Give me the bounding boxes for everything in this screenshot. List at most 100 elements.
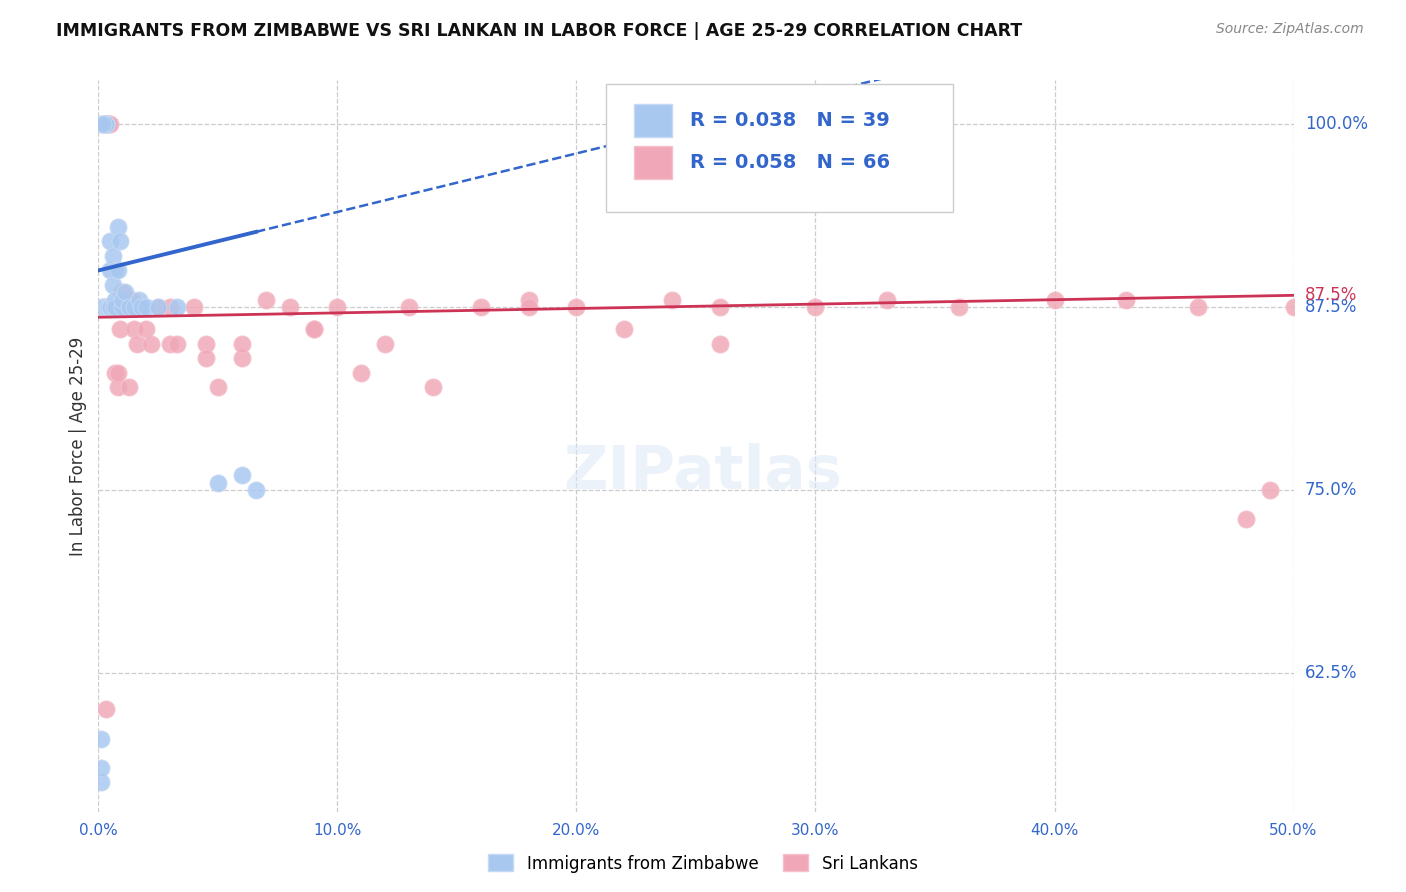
Point	[94, 117, 117, 131]
Point	[91, 117, 114, 131]
Point	[111, 285, 134, 300]
Point	[470, 300, 492, 314]
Point	[104, 293, 127, 307]
Point	[98, 300, 122, 314]
Point	[94, 300, 117, 314]
Point	[94, 117, 117, 131]
Point	[302, 322, 325, 336]
Text: 30.0%: 30.0%	[792, 822, 839, 838]
Point	[1234, 512, 1257, 526]
Point	[125, 336, 148, 351]
Point	[1258, 483, 1281, 497]
Point	[948, 300, 970, 314]
Point	[91, 300, 114, 314]
Point	[517, 300, 540, 314]
Text: ZIPatlas: ZIPatlas	[564, 443, 842, 502]
Point	[91, 300, 114, 314]
Point	[94, 117, 117, 131]
Point	[104, 300, 127, 314]
Text: 0.0%: 0.0%	[79, 822, 118, 838]
Point	[114, 285, 136, 300]
Point	[128, 293, 150, 307]
Point	[166, 336, 188, 351]
Point	[107, 366, 129, 380]
Point	[108, 234, 131, 248]
Point	[111, 300, 134, 314]
Point	[98, 234, 122, 248]
Point	[108, 322, 131, 336]
Text: IMMIGRANTS FROM ZIMBABWE VS SRI LANKAN IN LABOR FORCE | AGE 25-29 CORRELATION CH: IMMIGRANTS FROM ZIMBABWE VS SRI LANKAN I…	[56, 22, 1022, 40]
Point	[104, 300, 127, 314]
Text: 87.5%: 87.5%	[1305, 298, 1357, 316]
Point	[107, 300, 129, 314]
Point	[90, 761, 112, 775]
Point	[159, 300, 181, 314]
Point	[98, 300, 122, 314]
Point	[104, 366, 127, 380]
Point	[661, 293, 683, 307]
Point	[1115, 293, 1137, 307]
Point	[231, 351, 253, 366]
Point	[709, 300, 731, 314]
Point	[90, 775, 112, 789]
Point	[374, 336, 396, 351]
Point	[302, 322, 325, 336]
FancyBboxPatch shape	[606, 84, 953, 212]
Point	[101, 300, 124, 314]
Point	[148, 300, 170, 314]
Point	[148, 300, 170, 314]
Text: 10.0%: 10.0%	[314, 822, 361, 838]
Point	[124, 300, 146, 314]
Point	[1043, 293, 1066, 307]
Point	[115, 293, 138, 307]
Point	[124, 322, 146, 336]
Point	[350, 366, 373, 380]
Point	[278, 300, 301, 314]
Point	[98, 300, 122, 314]
Point	[398, 300, 420, 314]
Point	[90, 731, 112, 746]
Point	[104, 263, 127, 277]
Point	[166, 300, 188, 314]
Point	[139, 336, 162, 351]
Point	[135, 300, 157, 314]
Point	[207, 380, 229, 394]
Point	[183, 300, 205, 314]
Point	[91, 117, 114, 131]
Point	[194, 336, 217, 351]
FancyBboxPatch shape	[634, 104, 672, 137]
Text: 75.0%: 75.0%	[1305, 481, 1357, 499]
Point	[135, 322, 157, 336]
Point	[111, 293, 134, 307]
Point	[97, 117, 120, 131]
Point	[121, 293, 143, 307]
Point	[517, 293, 540, 307]
Point	[101, 263, 124, 277]
Text: Source: ZipAtlas.com: Source: ZipAtlas.com	[1216, 22, 1364, 37]
Text: 20.0%: 20.0%	[553, 822, 600, 838]
Point	[118, 300, 141, 314]
Point	[101, 300, 124, 314]
Point	[111, 293, 134, 307]
Point	[1187, 300, 1209, 314]
Point	[107, 263, 129, 277]
Point	[97, 300, 120, 314]
Point	[131, 300, 153, 314]
Point	[194, 351, 217, 366]
Text: 100.0%: 100.0%	[1305, 115, 1368, 133]
Text: 87.5%: 87.5%	[1305, 286, 1357, 304]
Text: 40.0%: 40.0%	[1031, 822, 1078, 838]
Point	[118, 380, 141, 394]
Text: 50.0%: 50.0%	[1270, 822, 1317, 838]
FancyBboxPatch shape	[634, 146, 672, 179]
Point	[565, 300, 588, 314]
Point	[422, 380, 444, 394]
Point	[98, 263, 122, 277]
Text: 62.5%: 62.5%	[1305, 664, 1357, 681]
Point	[97, 300, 120, 314]
Point	[101, 278, 124, 293]
Point	[231, 468, 253, 483]
Point	[97, 300, 120, 314]
Point	[107, 219, 129, 234]
Point	[98, 117, 122, 131]
